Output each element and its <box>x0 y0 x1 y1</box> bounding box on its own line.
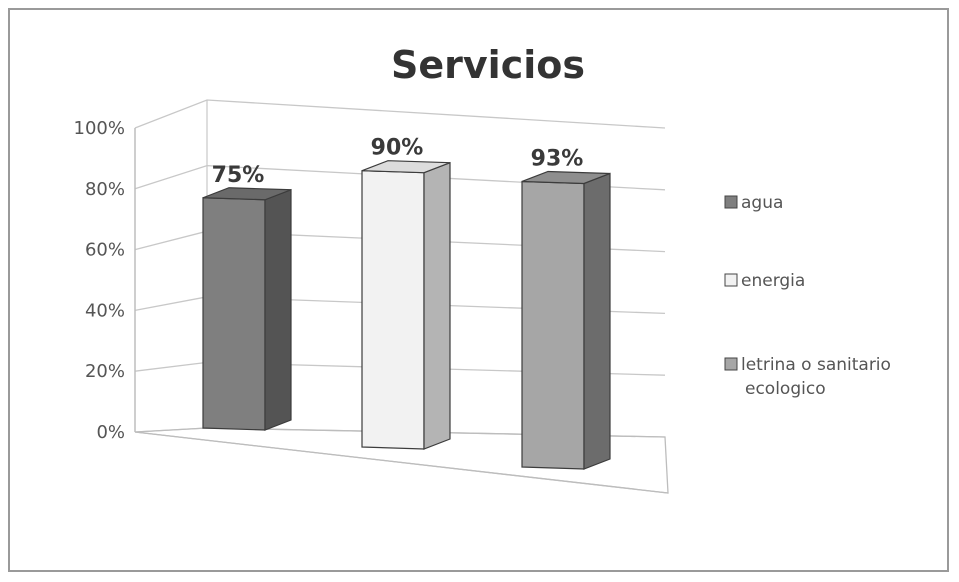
bars <box>202 160 611 470</box>
bar-3 <box>521 170 611 470</box>
legend-label: letrina o sanitario <box>741 355 891 375</box>
bar-top <box>521 170 611 185</box>
legend: agua energia letrina o sanitario ecologico <box>724 193 891 399</box>
bar-1 <box>202 187 292 431</box>
data-labels: 75% 90% 93% <box>212 136 584 188</box>
bar-front <box>202 197 266 431</box>
bar-front <box>361 170 425 450</box>
bar-2 <box>361 160 451 450</box>
legend-label: agua <box>741 193 783 213</box>
chart-walls <box>134 99 669 494</box>
legend-label: energia <box>741 271 805 291</box>
y-tick-label: 0% <box>96 422 125 443</box>
data-label: 93% <box>531 146 584 171</box>
data-label: 75% <box>212 163 265 188</box>
chart-title: Servicios <box>391 43 585 87</box>
floor-front-edge <box>134 431 669 494</box>
bar-top <box>202 187 292 201</box>
y-tick-label: 40% <box>85 300 125 321</box>
legend-swatch <box>724 195 738 209</box>
y-tick-label: 20% <box>85 361 125 382</box>
y-tick-label: 100% <box>74 118 125 139</box>
bar-front <box>521 180 585 470</box>
bar-side <box>264 188 292 431</box>
legend-swatch <box>724 357 738 371</box>
gridline <box>134 99 666 129</box>
chart-frame <box>8 8 949 572</box>
legend-entry: energia <box>724 271 805 291</box>
bar-side <box>423 161 451 450</box>
bar-top <box>361 160 451 174</box>
y-tick-label: 60% <box>85 240 125 261</box>
y-tick-label: 80% <box>85 179 125 200</box>
bar-side <box>583 172 611 470</box>
data-label: 90% <box>371 136 424 161</box>
y-axis-ticks: 0% 20% 40% 60% 80% 100% <box>74 118 125 443</box>
legend-entry: agua <box>724 193 783 213</box>
legend-entry: letrina o sanitario ecologico <box>724 355 891 399</box>
legend-swatch <box>724 273 738 287</box>
legend-label: ecologico <box>745 379 826 399</box>
